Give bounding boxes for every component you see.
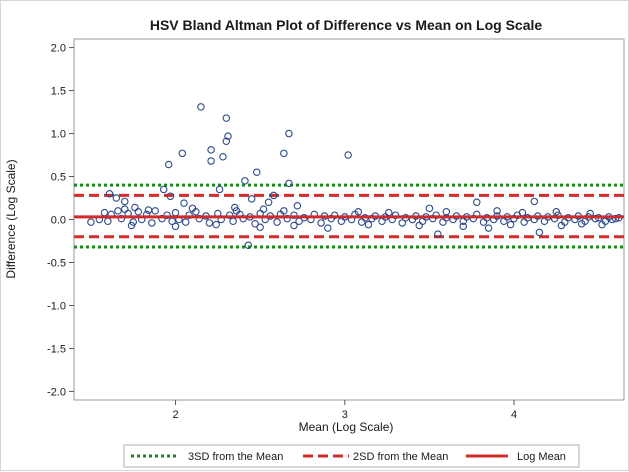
x-axis-ticks: 2 3 4 [172,400,517,421]
legend-label-2sd: 2SD from the Mean [353,451,448,463]
x-tick-label: 4 [511,409,517,421]
x-axis-label: Mean (Log Scale) [299,420,394,434]
y-axis-ticks: 2.0 1.5 1.0 0.5 0.0 -0.5 -1.0 -1.5 -2.0 [47,43,74,399]
x-tick-label: 2 [172,409,178,421]
y-tick-label: 1.0 [51,129,66,141]
y-axis-label: Difference (Log Scale) [4,159,18,278]
y-tick-label: -1.0 [47,300,66,312]
y-tick-label: 1.5 [51,86,66,98]
legend-label-log-mean: Log Mean [517,451,566,463]
y-tick-label: -1.5 [47,343,66,355]
legend-label-3sd: 3SD from the Mean [188,451,283,463]
y-tick-label: 0.0 [51,215,66,227]
chart-title: HSV Bland Altman Plot of Difference vs M… [150,17,543,33]
y-tick-label: 2.0 [51,43,66,55]
y-tick-label: -0.5 [47,257,66,269]
y-tick-label: -2.0 [47,386,66,398]
y-tick-label: 0.5 [51,172,66,184]
